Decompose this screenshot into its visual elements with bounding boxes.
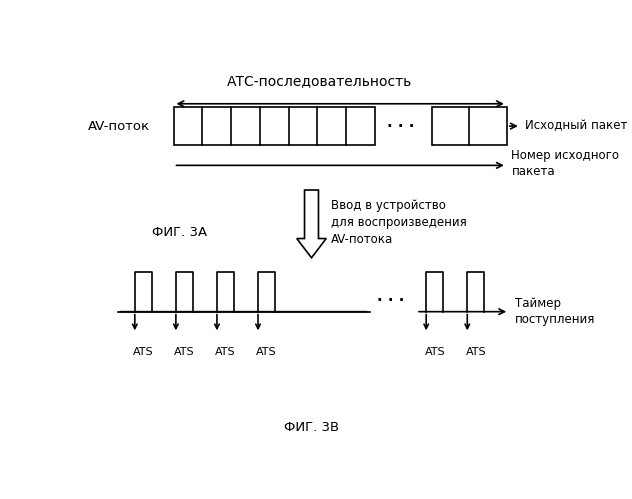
- Bar: [174, 107, 375, 145]
- Text: ФИГ. 3В: ФИГ. 3В: [284, 421, 339, 434]
- Text: ATS: ATS: [466, 347, 486, 357]
- Text: ATS: ATS: [133, 347, 154, 357]
- Text: · · ·: · · ·: [387, 119, 415, 134]
- Text: ATS: ATS: [425, 347, 445, 357]
- Text: ATS: ATS: [174, 347, 195, 357]
- Text: Номер исходного
пакета: Номер исходного пакета: [511, 149, 619, 178]
- Text: Таймер
поступления: Таймер поступления: [514, 297, 595, 326]
- Text: ФИГ. 3А: ФИГ. 3А: [152, 226, 207, 239]
- Text: Ввод в устройство
для воспроизведения
AV-потока: Ввод в устройство для воспроизведения AV…: [331, 199, 466, 246]
- Text: · · ·: · · ·: [377, 292, 404, 307]
- Text: ATS: ATS: [215, 347, 236, 357]
- Text: АТС-последовательность: АТС-последовательность: [227, 74, 412, 88]
- Text: AV-поток: AV-поток: [88, 120, 150, 133]
- Polygon shape: [297, 190, 326, 258]
- Text: ATS: ATS: [256, 347, 277, 357]
- Text: Исходный пакет: Исходный пакет: [525, 120, 627, 133]
- Bar: [432, 107, 507, 145]
